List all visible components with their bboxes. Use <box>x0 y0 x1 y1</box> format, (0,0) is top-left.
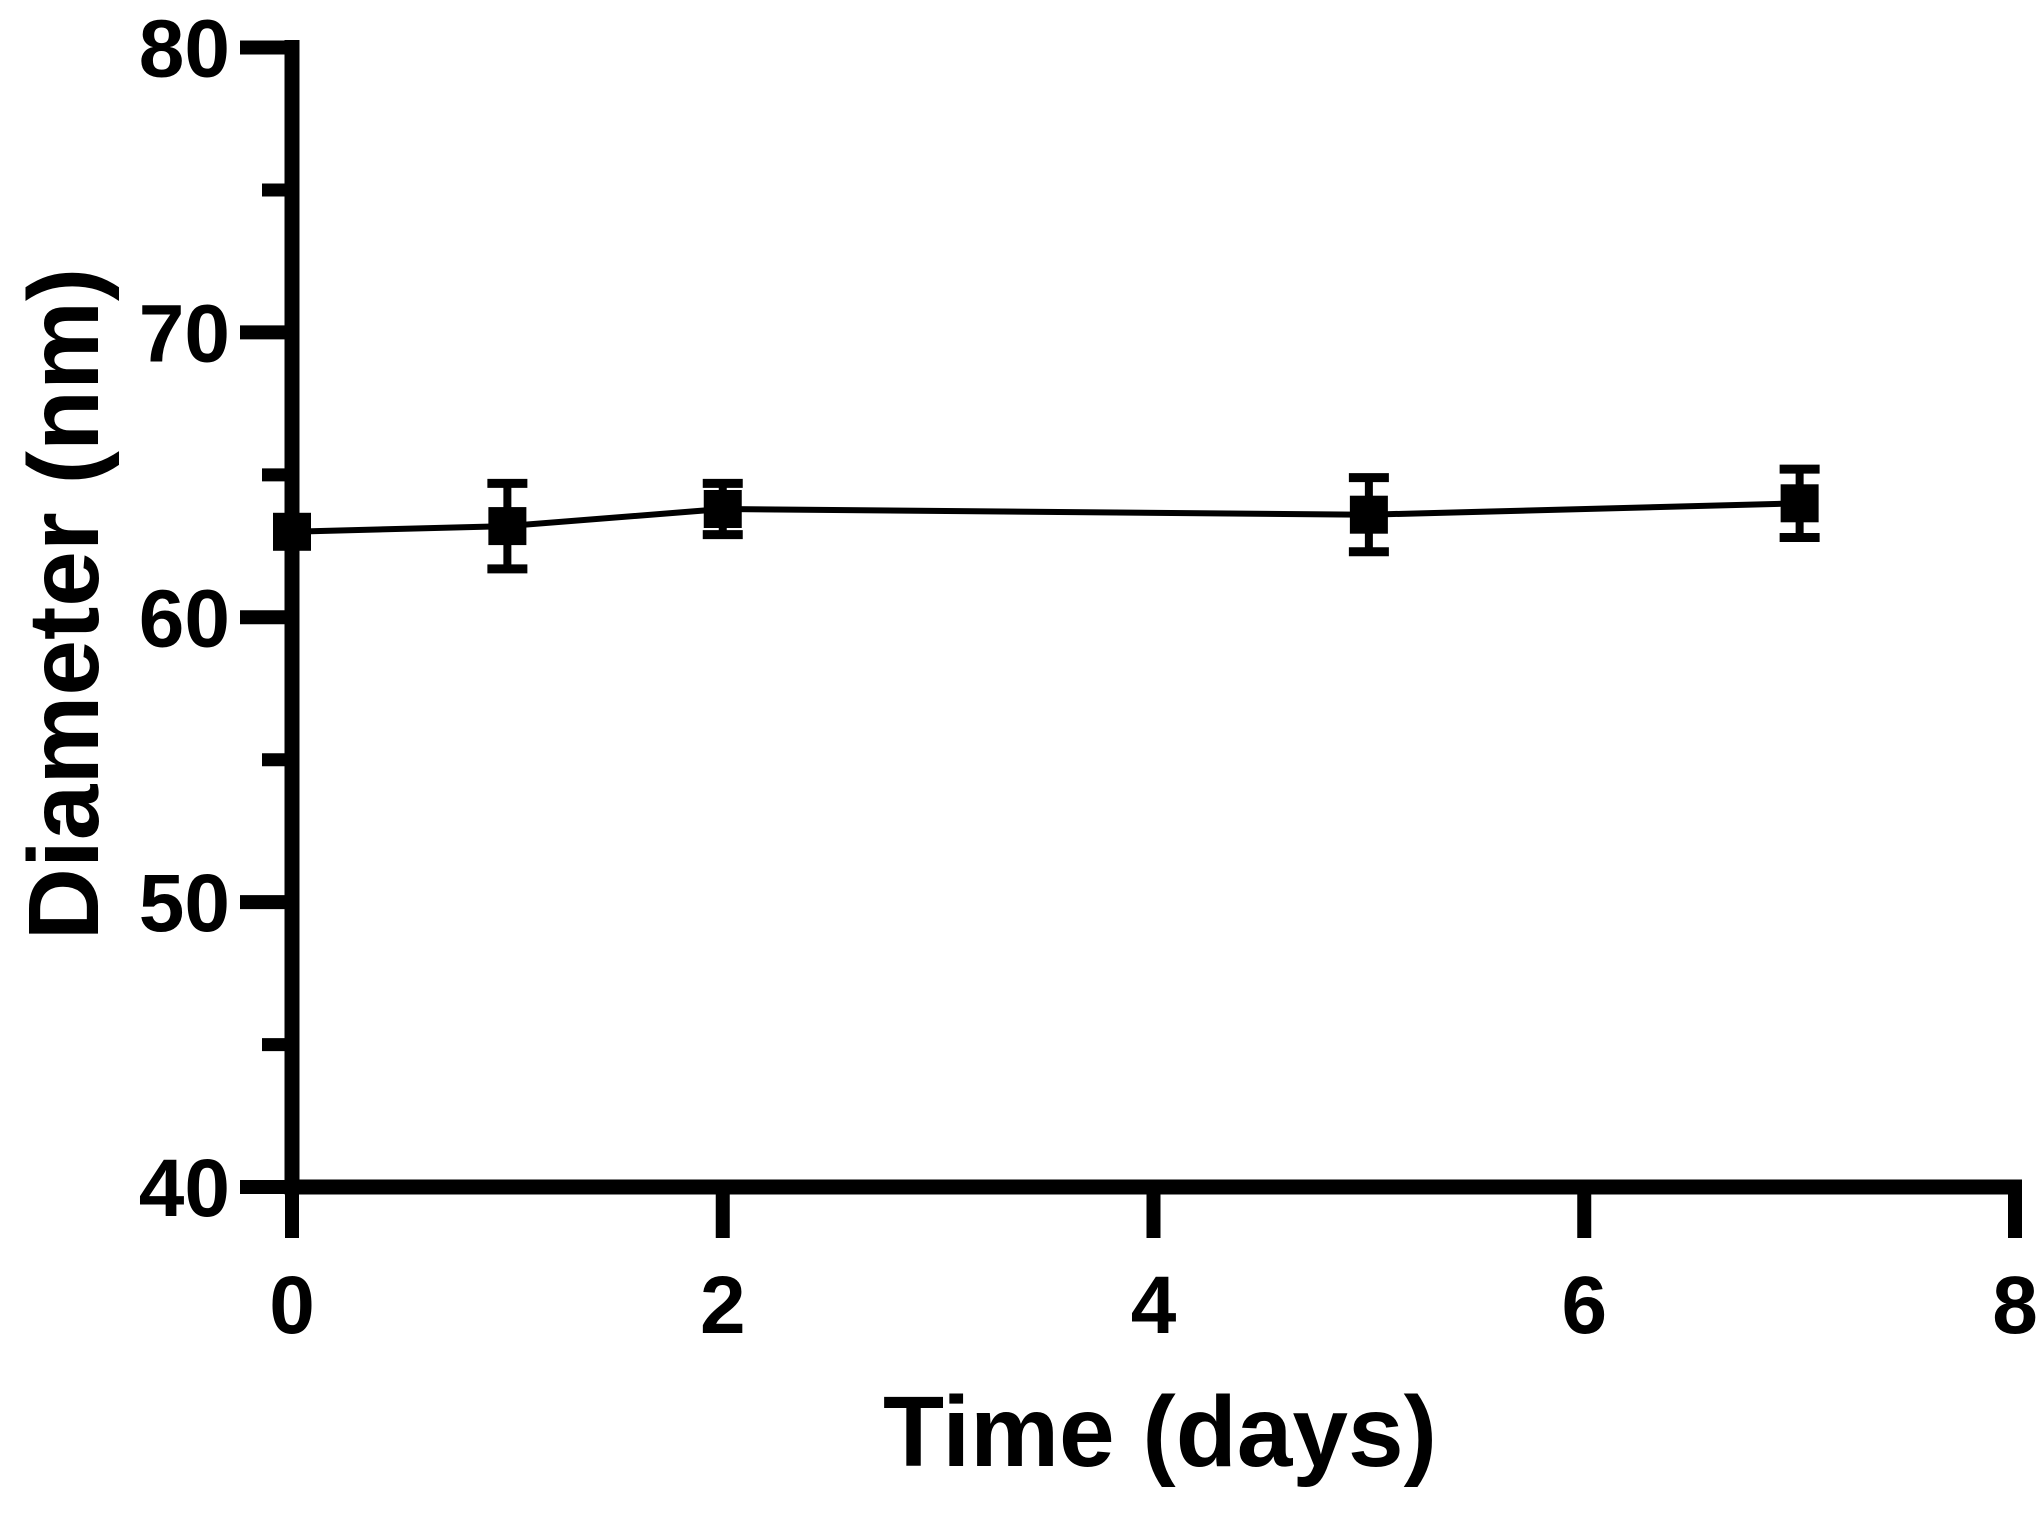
x-tick-label-0: 0 <box>269 1260 315 1351</box>
y-tick-label-40: 40 <box>139 1143 230 1234</box>
data-series-particle-diameter <box>273 464 1820 574</box>
axes: 40 50 60 70 80 0 2 4 6 8 <box>139 4 2038 1352</box>
data-point-marker-day-0 <box>273 512 311 551</box>
data-point-marker-day-1 <box>488 507 527 546</box>
y-tick-label-70: 70 <box>139 288 230 379</box>
y-tick-label-50: 50 <box>139 858 230 949</box>
x-axis-title: Time (days) <box>883 1376 1437 1488</box>
y-tick-label-80: 80 <box>139 4 230 95</box>
y-tick-label-60: 60 <box>139 573 230 664</box>
data-point-marker-day-5 <box>1349 495 1388 534</box>
data-point-marker-day-2 <box>703 489 742 528</box>
y-axis-title: Diameter (nm) <box>8 267 120 941</box>
x-tick-label-6: 6 <box>1561 1260 1607 1351</box>
data-point-marker-day-7 <box>1780 484 1819 523</box>
x-tick-label-8: 8 <box>1992 1260 2038 1351</box>
x-tick-label-4: 4 <box>1131 1260 1177 1351</box>
x-tick-label-2: 2 <box>700 1260 746 1351</box>
